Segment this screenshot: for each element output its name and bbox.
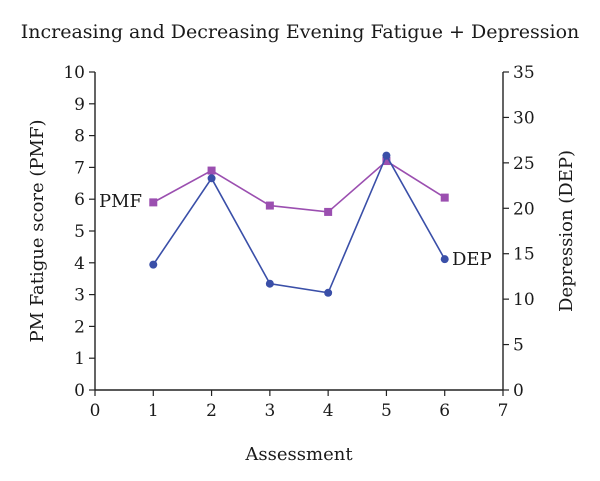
y-left-tick-label: 3 (74, 286, 85, 306)
data-point-pmf (149, 198, 158, 207)
data-point-dep (149, 260, 158, 269)
y-right-tick-label: 5 (513, 336, 524, 356)
data-point-pmf (382, 157, 391, 166)
x-tick-label: 7 (498, 401, 509, 421)
y-right-tick-label: 25 (513, 154, 535, 174)
data-point-pmf (265, 201, 274, 210)
y-left-tick-label: 4 (74, 254, 85, 274)
y-left-tick-label: 1 (74, 349, 85, 369)
data-point-dep (440, 255, 449, 264)
x-tick-label: 2 (206, 401, 217, 421)
series-label-dep: DEP (452, 249, 492, 270)
y-ticks-left: 0 1 2 3 4 5 6 7 8 9 10 (63, 63, 95, 401)
y-axis-left-label: PM Fatigue score (PMF) (27, 120, 48, 343)
y-right-tick-label: 15 (513, 245, 535, 265)
y-right-tick-label: 10 (513, 290, 535, 310)
y-axis-right-label: Depression (DEP) (556, 150, 577, 312)
x-tick-label: 5 (381, 401, 392, 421)
series-layer (149, 151, 449, 297)
data-point-pmf (440, 193, 449, 202)
y-left-tick-label: 8 (74, 127, 85, 147)
data-point-dep (207, 174, 216, 183)
y-left-tick-label: 6 (74, 190, 85, 210)
y-right-tick-label: 20 (513, 199, 535, 219)
y-right-tick-label: 30 (513, 108, 535, 128)
x-tick-label: 4 (323, 401, 334, 421)
data-point-dep (382, 151, 391, 160)
y-right-tick-label: 35 (513, 63, 535, 83)
x-tick-label: 3 (264, 401, 275, 421)
y-right-tick-label: 0 (513, 381, 524, 401)
data-point-pmf (324, 207, 333, 216)
y-left-tick-label: 7 (74, 158, 85, 178)
x-axis-label: Assessment (244, 444, 353, 465)
y-ticks-right: 0 5 10 15 20 25 30 35 (503, 63, 535, 401)
series-line-pmf (152, 160, 446, 213)
y-left-tick-label: 2 (74, 317, 85, 337)
y-left-tick-label: 10 (63, 63, 85, 83)
x-ticks: 0 1 2 3 4 5 6 7 (90, 390, 509, 421)
x-tick-label: 6 (439, 401, 450, 421)
chart-title: Increasing and Decreasing Evening Fatigu… (21, 21, 580, 43)
y-left-tick-label: 9 (74, 95, 85, 115)
series-line-dep (152, 153, 446, 294)
axes (94, 72, 504, 391)
y-left-tick-label: 0 (74, 381, 85, 401)
series-label-pmf: PMF (99, 191, 142, 212)
data-point-pmf (207, 166, 216, 175)
data-point-dep (265, 279, 274, 288)
x-tick-label: 1 (148, 401, 159, 421)
y-left-tick-label: 5 (74, 222, 85, 242)
x-tick-label: 0 (90, 401, 101, 421)
data-point-dep (324, 288, 333, 297)
